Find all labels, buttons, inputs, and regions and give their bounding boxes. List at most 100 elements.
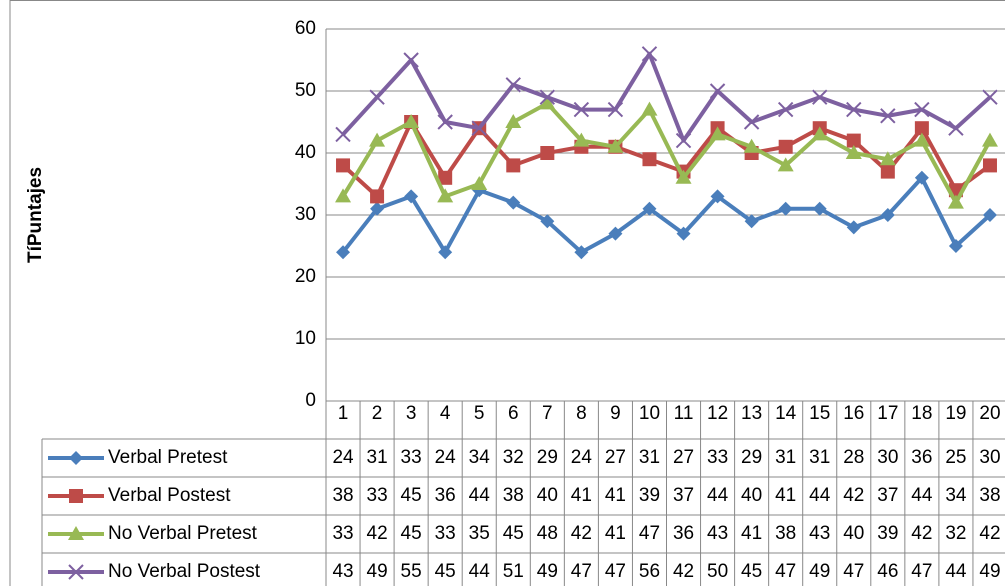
point <box>437 188 454 203</box>
point <box>505 77 521 93</box>
table-value: 56 <box>639 561 660 582</box>
point <box>539 89 556 105</box>
y-tick-label: 30 <box>295 204 316 225</box>
table-value: 47 <box>605 561 626 582</box>
point <box>573 101 590 118</box>
table-value: 43 <box>707 523 728 544</box>
table-value: 33 <box>401 447 422 468</box>
table-value: 44 <box>809 485 831 506</box>
point <box>947 194 964 209</box>
table-value: 47 <box>911 561 932 582</box>
table-value: 30 <box>877 447 898 468</box>
table-value: 42 <box>571 523 592 544</box>
table-value: 39 <box>639 485 660 506</box>
table-value: 33 <box>332 523 353 544</box>
point <box>879 151 896 166</box>
table-value: 41 <box>605 485 626 506</box>
point <box>914 101 930 118</box>
point <box>811 126 828 141</box>
point <box>369 89 385 105</box>
table-value: 42 <box>911 523 932 544</box>
point <box>880 164 895 179</box>
table-value: 47 <box>843 561 864 582</box>
table-value: 48 <box>537 523 558 544</box>
table-value: 40 <box>741 485 762 506</box>
table-value: 45 <box>401 485 422 506</box>
x-tick-label: 8 <box>576 403 587 424</box>
table-value: 51 <box>503 561 524 582</box>
table-value: 41 <box>775 485 796 506</box>
table-value: 45 <box>741 561 762 582</box>
point <box>709 83 726 99</box>
x-tick-label: 13 <box>741 403 762 424</box>
table-value: 42 <box>979 523 1000 544</box>
table-value: 35 <box>469 523 490 544</box>
x-tick-label: 18 <box>911 403 932 424</box>
point <box>641 46 658 62</box>
point <box>845 145 862 159</box>
x-tick-label: 10 <box>639 403 660 424</box>
table-value: 47 <box>639 523 660 544</box>
point <box>607 101 624 118</box>
x-tick-label: 19 <box>945 403 966 424</box>
table-value: 38 <box>775 523 796 544</box>
y-tick-label: 10 <box>295 328 316 349</box>
point <box>574 245 589 260</box>
x-tick-label: 20 <box>979 403 1000 424</box>
table-value: 31 <box>639 447 660 468</box>
table-value: 44 <box>707 485 729 506</box>
point <box>777 101 794 118</box>
point <box>743 114 760 130</box>
x-tick-label: 6 <box>508 403 519 424</box>
table-value: 40 <box>843 523 864 544</box>
table-value: 42 <box>367 523 388 544</box>
point <box>812 89 828 105</box>
point <box>540 214 555 229</box>
table-value: 39 <box>877 523 898 544</box>
x-tick-label: 16 <box>843 403 864 424</box>
point <box>778 201 793 216</box>
table-value: 33 <box>435 523 456 544</box>
point <box>642 152 657 167</box>
point <box>743 138 760 153</box>
legend-label: No Verbal Pretest <box>108 523 258 544</box>
point <box>778 139 793 154</box>
table-value: 27 <box>673 447 694 468</box>
point <box>608 226 623 241</box>
table-value: 45 <box>503 523 524 544</box>
table-value: 34 <box>945 485 967 506</box>
table-value: 34 <box>469 447 491 468</box>
table-value: 38 <box>332 485 353 506</box>
table-value: 44 <box>469 485 491 506</box>
table-value: 47 <box>571 561 592 582</box>
point <box>404 189 419 204</box>
series-line <box>341 51 992 143</box>
point <box>403 52 419 68</box>
x-tick-label: 11 <box>674 403 694 424</box>
x-tick-label: 5 <box>474 403 485 424</box>
legend-marker <box>69 489 83 503</box>
point <box>539 95 556 110</box>
table-value: 29 <box>741 447 762 468</box>
series-line <box>341 175 992 255</box>
point <box>471 176 488 190</box>
table-value: 28 <box>843 447 864 468</box>
point <box>777 157 794 172</box>
point <box>982 158 997 173</box>
point <box>641 101 658 116</box>
legend-marker <box>69 451 83 465</box>
y-tick-label: 20 <box>295 266 316 287</box>
point <box>948 120 964 136</box>
point <box>744 214 759 229</box>
table-value: 46 <box>877 561 898 582</box>
point <box>471 120 487 136</box>
table-value: 37 <box>673 485 694 506</box>
point <box>982 208 997 222</box>
table-value: 42 <box>843 485 864 506</box>
legend-marker <box>68 526 84 540</box>
legend-marker <box>68 564 84 580</box>
table-value: 24 <box>435 447 457 468</box>
table-value: 32 <box>503 447 524 468</box>
x-tick-label: 2 <box>372 403 383 424</box>
